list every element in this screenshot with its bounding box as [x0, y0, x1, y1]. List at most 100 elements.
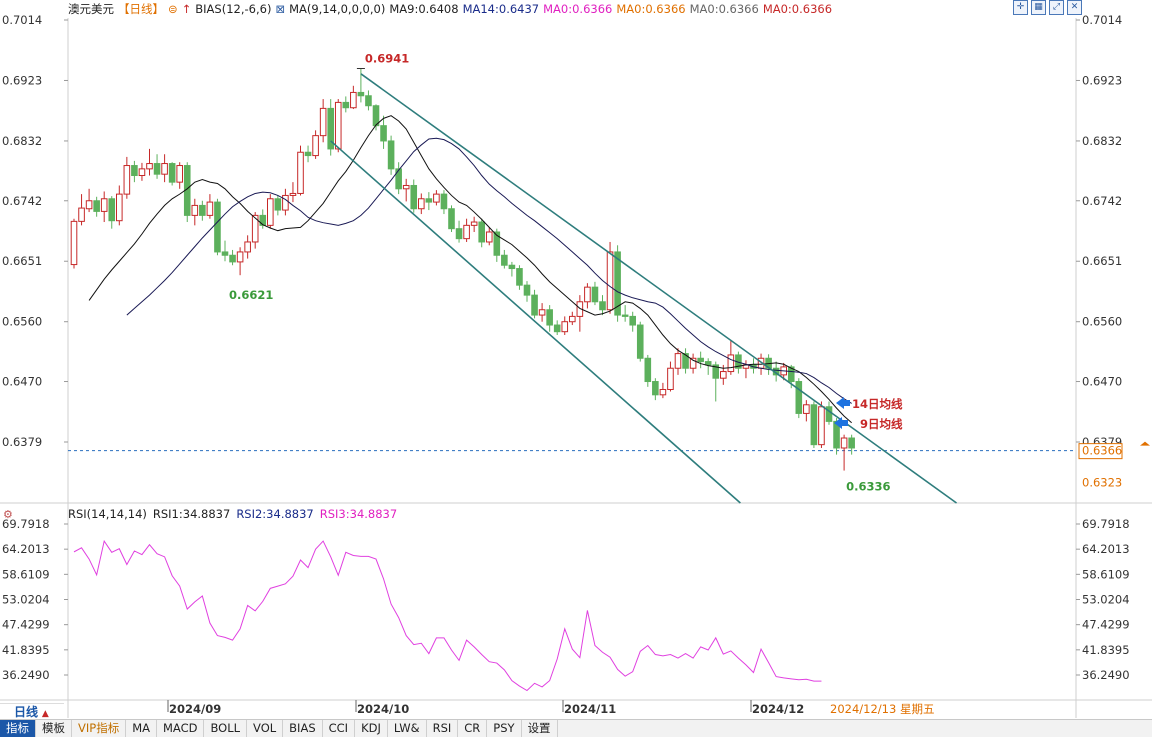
candle-down — [259, 214, 267, 226]
tab-vip-indicator[interactable]: VIP指标 — [72, 720, 127, 737]
candle-up — [334, 101, 342, 150]
expand-icon[interactable]: ⤢ — [1049, 0, 1064, 15]
rsi-line — [73, 539, 822, 692]
period-selector[interactable]: 日线 ▲ — [0, 703, 64, 719]
tab-settings[interactable]: 设置 — [522, 720, 558, 737]
crosshair-icon[interactable]: ✛ — [1013, 0, 1028, 15]
gear-icon[interactable]: ⚙ — [3, 508, 13, 521]
low-annotation-right: 0.6336 — [846, 480, 890, 494]
price-axis-label-left: 0.6923 — [2, 73, 42, 87]
tab-cr[interactable]: CR — [458, 720, 488, 737]
price-axis-label-right: 0.6651 — [1082, 254, 1122, 268]
main-header: 澳元美元 【日线】 ⊜ ↑ BIAS(12,-6,6) ⊠ MA(9,14,0,… — [68, 1, 836, 17]
candle-up — [659, 388, 667, 396]
candle-up — [161, 163, 168, 175]
candle-up — [689, 357, 697, 369]
rsi-params[interactable]: RSI(14,14,14) — [68, 506, 147, 521]
price-axis-label-left: 0.6742 — [2, 194, 42, 208]
candle-up — [146, 163, 153, 170]
candle-down — [365, 95, 372, 107]
rsi-axis-label-right: 41.8395 — [1082, 643, 1130, 657]
rsi-axis-label-right: 69.7918 — [1082, 517, 1130, 531]
candle-down — [410, 184, 418, 210]
candle-up — [282, 194, 289, 211]
tab-psy[interactable]: PSY — [487, 720, 522, 737]
bias-label[interactable]: BIAS(12,-6,6) — [195, 2, 272, 16]
up-arrow-icon: ↑ — [181, 2, 192, 16]
channel-upper-line — [360, 73, 958, 504]
ma9-arrow-icon — [834, 417, 848, 429]
candle-down — [168, 163, 176, 183]
price-axis-label-right: 0.6470 — [1082, 375, 1122, 389]
ma-icon[interactable]: ⊠ — [275, 2, 286, 16]
rsi3-value: RSI3:34.8837 — [319, 506, 398, 521]
low-annotation-left: 0.6621 — [229, 288, 273, 302]
rsi-axis-label-left: 64.2013 — [2, 542, 50, 556]
candle-up — [319, 107, 327, 137]
candle-down — [591, 286, 599, 303]
rsi-axis-label-right: 47.4299 — [1082, 618, 1130, 632]
candle-down — [704, 361, 712, 366]
price-axis-label-right: 0.6923 — [1082, 73, 1122, 87]
candle-up — [206, 201, 214, 216]
tab-ma[interactable]: MA — [126, 720, 157, 737]
candle-up — [123, 165, 131, 195]
price-axis-label-left: 0.6379 — [2, 435, 42, 449]
candle-up — [138, 168, 146, 177]
tab-lw[interactable]: LW& — [388, 720, 427, 737]
candle-up — [244, 241, 251, 253]
price-axis-label-right: 0.6742 — [1082, 194, 1122, 208]
time-axis-label: 2024/12 — [752, 702, 804, 716]
ma0-value-2: MA0:0.6366 — [616, 2, 686, 16]
settings-icon[interactable]: ⊜ — [168, 2, 178, 16]
candle-down — [199, 204, 206, 216]
period-tag[interactable]: 【日线】 — [118, 2, 164, 16]
tab-template[interactable]: 模板 — [36, 720, 72, 737]
rsi-axis-label-right: 58.6109 — [1082, 567, 1130, 581]
rsi1-value: RSI1:34.8837 — [152, 506, 231, 521]
candle-down — [93, 200, 100, 212]
candle-up — [463, 224, 470, 240]
tab-boll[interactable]: BOLL — [204, 720, 248, 737]
rsi-axis-label-left: 41.8395 — [2, 643, 50, 657]
symbol-name: 澳元美元 — [68, 2, 114, 16]
tab-bias[interactable]: BIAS — [283, 720, 323, 737]
candle-up — [70, 220, 78, 266]
tab-rsi[interactable]: RSI — [427, 720, 459, 737]
rsi-axis-label-right: 53.0204 — [1082, 593, 1130, 607]
close-icon[interactable]: ✕ — [1067, 0, 1082, 15]
rsi-axis-label-right: 64.2013 — [1082, 542, 1130, 556]
candle-down — [221, 251, 229, 256]
tab-kdj[interactable]: KDJ — [355, 720, 388, 737]
tab-vol[interactable]: VOL — [247, 720, 284, 737]
current-price-label: 0.6366 — [1082, 444, 1122, 458]
candle-down — [523, 284, 531, 296]
ma-params[interactable]: MA(9,14,0,0,0,0) — [289, 2, 386, 16]
tab-macd[interactable]: MACD — [157, 720, 205, 737]
candles-group — [70, 68, 855, 471]
candle-up — [538, 309, 546, 316]
rsi-header: RSI(14,14,14) RSI1:34.8837 RSI2:34.8837 … — [68, 506, 403, 521]
tab-cci[interactable]: CCI — [323, 720, 356, 737]
candle-down — [652, 381, 659, 396]
candle-up — [606, 251, 614, 311]
candle-down — [516, 268, 523, 286]
candle-up — [350, 91, 357, 109]
tab-indicator[interactable]: 指标 — [0, 720, 36, 737]
candle-up — [78, 207, 85, 222]
time-axis-label: 2024/10 — [357, 702, 409, 716]
candle-down — [448, 208, 455, 230]
candle-up — [674, 353, 682, 369]
candle-down — [357, 91, 365, 97]
current-price-box — [1078, 443, 1123, 460]
price-axis-label-left: 0.6832 — [2, 134, 42, 148]
rsi-axis-label-right: 36.2490 — [1082, 668, 1130, 682]
candle-down — [455, 228, 463, 240]
grid-icon[interactable]: ▦ — [1031, 0, 1046, 15]
indicator-tabbar: 指标 模板 VIP指标 MA MACD BOLL VOL BIAS CCI KD… — [0, 719, 1152, 737]
high-annotation: 0.6941 — [365, 52, 409, 66]
period-label: 日线 — [14, 705, 39, 719]
candle-down — [274, 198, 282, 211]
ma9-value: MA9:0.6408 — [389, 2, 459, 16]
